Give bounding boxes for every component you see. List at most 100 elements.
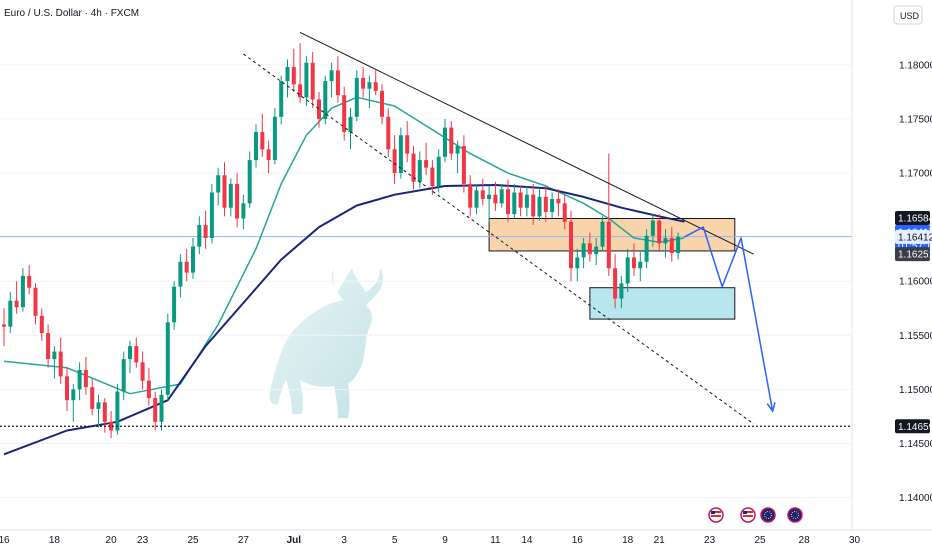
candle-body bbox=[209, 192, 214, 238]
price-axis[interactable]: 1.18000 1.17500 1.17000 1.16000 1.15500 1.150… bbox=[899, 60, 932, 504]
candle bbox=[14, 281, 19, 314]
candle-body bbox=[480, 190, 485, 200]
candle-body bbox=[398, 135, 403, 174]
candle-body bbox=[260, 131, 265, 150]
candle bbox=[77, 362, 82, 401]
candle bbox=[524, 186, 529, 217]
candle bbox=[52, 346, 57, 379]
candle-body bbox=[657, 220, 662, 244]
candle bbox=[537, 189, 542, 221]
time-axis[interactable]: 16 18 20 23 25 27 Jul 3 5 9 11 14 16 18 21 23 25 28 30 bbox=[0, 535, 860, 546]
candle bbox=[128, 340, 132, 374]
y-tick-label: 1.15000 bbox=[899, 385, 932, 396]
candle bbox=[461, 135, 466, 193]
candle-body bbox=[298, 84, 303, 98]
candle bbox=[172, 281, 177, 330]
candle-body bbox=[638, 261, 643, 269]
candle bbox=[235, 173, 240, 228]
x-tick-label: 23 bbox=[704, 535, 716, 546]
resistance-zone[interactable] bbox=[488, 217, 736, 252]
candle-body bbox=[58, 351, 63, 377]
candle bbox=[398, 127, 403, 179]
currency-label: USD bbox=[900, 11, 920, 21]
candle bbox=[562, 194, 567, 230]
descending-trendline[interactable] bbox=[299, 31, 754, 255]
candle-body bbox=[285, 67, 290, 82]
candle bbox=[474, 183, 479, 215]
candle-body bbox=[562, 203, 567, 222]
candle-body bbox=[531, 194, 536, 217]
candle-body bbox=[266, 149, 271, 161]
candle-body bbox=[90, 387, 95, 409]
x-tick-label: 16 bbox=[572, 535, 584, 546]
candle bbox=[386, 108, 391, 157]
eu-flag-event-icon[interactable] bbox=[787, 507, 803, 523]
candle-body bbox=[676, 236, 681, 254]
candle-body bbox=[228, 183, 233, 208]
price-tag-bg bbox=[895, 419, 930, 434]
candle-body bbox=[109, 421, 114, 431]
candle-body bbox=[493, 194, 498, 204]
candle-body bbox=[8, 300, 13, 327]
candle bbox=[468, 175, 473, 217]
candle bbox=[178, 254, 183, 298]
candle-body bbox=[191, 246, 195, 273]
candle bbox=[96, 394, 101, 428]
candle-body bbox=[430, 167, 435, 187]
candle bbox=[411, 146, 416, 190]
candle-body bbox=[606, 221, 611, 269]
support-zone[interactable] bbox=[589, 287, 736, 320]
candle bbox=[663, 229, 668, 258]
candle-body bbox=[329, 70, 334, 82]
x-tick-label: 16 bbox=[0, 535, 10, 546]
candle bbox=[65, 367, 69, 412]
x-tick-label: 11 bbox=[490, 535, 501, 546]
candle-body bbox=[291, 67, 296, 85]
ema-slow-line bbox=[3, 184, 685, 456]
x-tick-label: 23 bbox=[137, 535, 149, 546]
candle bbox=[550, 192, 555, 219]
candle-body bbox=[317, 99, 321, 119]
candle-body bbox=[235, 183, 240, 219]
candle-body bbox=[102, 402, 107, 422]
candle bbox=[348, 108, 353, 150]
candle bbox=[222, 162, 227, 217]
candle bbox=[323, 75, 328, 125]
candle bbox=[569, 210, 573, 282]
candle-body bbox=[342, 95, 347, 132]
candle-body bbox=[304, 62, 309, 98]
bull-watermark-icon bbox=[269, 268, 383, 418]
price-tag-label: 1.16251 bbox=[898, 250, 932, 261]
y-tick-label: 1.16000 bbox=[899, 277, 932, 288]
candle bbox=[455, 140, 460, 174]
candle bbox=[512, 183, 517, 219]
candle-body bbox=[247, 160, 252, 204]
candle bbox=[216, 167, 221, 206]
candle-body bbox=[468, 183, 473, 208]
candle bbox=[392, 135, 397, 184]
candle-body bbox=[487, 194, 492, 200]
candle bbox=[676, 232, 681, 260]
candle-body bbox=[39, 315, 44, 334]
candle bbox=[165, 313, 170, 401]
candle bbox=[260, 113, 265, 157]
x-tick-label: 5 bbox=[392, 535, 398, 546]
candle-body bbox=[424, 160, 429, 168]
candle-body bbox=[581, 243, 586, 258]
us-flag-event-icon[interactable] bbox=[740, 507, 756, 523]
candle bbox=[594, 237, 599, 265]
currency-box[interactable] bbox=[893, 5, 923, 25]
candle-body bbox=[178, 261, 183, 287]
x-tick-label: 27 bbox=[238, 535, 250, 546]
candle bbox=[33, 283, 38, 325]
us-flag-event-icon[interactable] bbox=[708, 507, 724, 523]
candle-body bbox=[550, 199, 555, 212]
candle bbox=[203, 210, 208, 249]
candle-body bbox=[499, 189, 504, 204]
eu-flag-event-icon[interactable] bbox=[760, 507, 776, 523]
candle bbox=[430, 160, 435, 195]
candle-body bbox=[33, 287, 38, 316]
candle-body bbox=[272, 116, 277, 161]
